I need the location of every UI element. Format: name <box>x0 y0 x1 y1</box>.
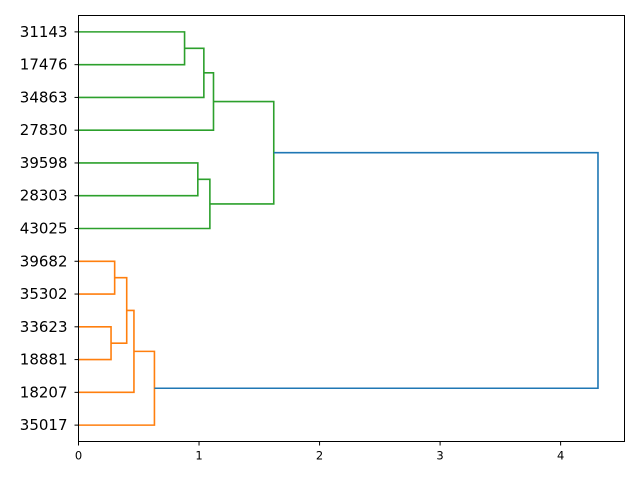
link-root <box>154 151 599 390</box>
leaf-label-35017: 35017 <box>20 416 68 434</box>
link-c2+27830 <box>78 72 215 131</box>
leaf-label-43025: 43025 <box>20 220 68 238</box>
leaf-label-39682: 39682 <box>20 252 68 270</box>
link-39682+35302 <box>78 260 116 295</box>
link-o1+o2 <box>111 276 128 344</box>
x-tick-label: 3 <box>436 449 443 463</box>
x-axis: 0 1 2 3 4 <box>75 441 564 463</box>
link-orange-root <box>78 350 156 426</box>
leaf-labels: 31143 17476 34863 27830 39598 28303 43025 39682… <box>20 23 79 434</box>
link-33623+18881 <box>78 326 112 361</box>
link-c4+43025 <box>78 178 211 230</box>
leaf-label-18881: 18881 <box>20 351 68 369</box>
leaf-label-31143: 31143 <box>20 23 68 41</box>
leaf-label-18207: 18207 <box>20 383 68 401</box>
leaf-label-33623: 33623 <box>20 318 68 336</box>
x-tick-label: 4 <box>557 449 564 463</box>
leaf-label-39598: 39598 <box>20 154 68 172</box>
leaf-label-35302: 35302 <box>20 285 68 303</box>
x-tick-label: 0 <box>75 449 82 463</box>
x-tick-label: 1 <box>195 449 202 463</box>
x-tick-label: 2 <box>316 449 323 463</box>
link-o3+18207 <box>78 309 135 394</box>
link-39598+28303 <box>78 162 199 197</box>
link-31143+17476 <box>78 31 186 66</box>
leaf-label-27830: 27830 <box>20 121 68 139</box>
link-green-root <box>209 100 275 205</box>
leaf-label-28303: 28303 <box>20 187 68 205</box>
leaf-label-34863: 34863 <box>20 88 68 106</box>
dendrogram-links <box>78 31 599 426</box>
leaf-label-17476: 17476 <box>20 56 68 74</box>
